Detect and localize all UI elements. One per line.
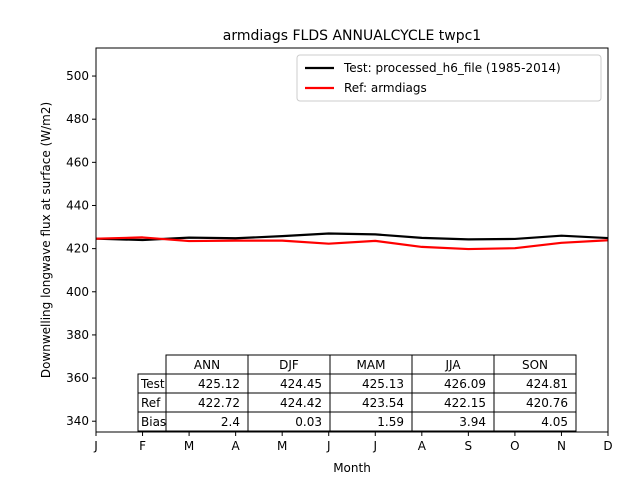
table-cell-value: 425.12 [198, 377, 240, 391]
series-line-test [95, 232, 609, 242]
y-tick-label: 420 [66, 242, 89, 256]
y-tick-label: 400 [66, 285, 89, 299]
table-row-label: Ref [141, 396, 161, 410]
y-tick-label: 380 [66, 328, 89, 342]
x-tick-label: M [184, 439, 194, 453]
table-cell-value: 2.4 [221, 415, 240, 429]
y-tick-label: 480 [66, 112, 89, 126]
legend-label-ref: Ref: armdiags [344, 81, 427, 95]
table-header-text: ANN [194, 358, 220, 372]
table-row-label: Test [140, 377, 165, 391]
table-cell-value: 424.45 [280, 377, 322, 391]
legend: Test: processed_h6_file (1985-2014) Ref: … [296, 54, 602, 102]
x-tick-label: J [372, 439, 377, 453]
table-cell-value: 425.13 [362, 377, 404, 391]
x-tick-label: D [603, 439, 612, 453]
table-cell-value: 420.76 [526, 396, 568, 410]
y-tick-label: 460 [66, 155, 89, 169]
y-tick-label: 360 [66, 371, 89, 385]
table-cell [493, 411, 577, 432]
stats-table: ANN DJF MAM JJA SON Test 425.12 424.45 425.13 426… [137, 354, 577, 432]
table-cell-value: 422.72 [198, 396, 240, 410]
x-tick-label: J [326, 439, 331, 453]
chart-title: armdiags FLDS ANNUALCYCLE twpc1 [223, 28, 481, 44]
table-cell-value: 1.59 [377, 415, 404, 429]
table-header-text: DJF [279, 358, 299, 372]
x-tick-label: J [93, 439, 98, 453]
table-cell-value: 422.15 [444, 396, 486, 410]
y-axis: 340 360 380 400 420 440 460 480 500 [66, 69, 96, 428]
legend-box [296, 54, 602, 102]
table-cell-value: 424.42 [280, 396, 322, 410]
x-tick-label: F [139, 439, 146, 453]
y-tick-label: 500 [66, 69, 89, 83]
x-tick-label: A [232, 439, 241, 453]
table-header-text: SON [522, 358, 548, 372]
y-tick-label: 440 [66, 198, 89, 212]
table-cell-value: 4.05 [541, 415, 568, 429]
table-cell-value: 424.81 [526, 377, 568, 391]
table-cell-value: 3.94 [459, 415, 486, 429]
table-header-text: JJA [444, 358, 461, 372]
x-tick-label: M [277, 439, 287, 453]
table-cell-value: 0.03 [295, 415, 322, 429]
table-header-text: MAM [357, 358, 386, 372]
x-tick-label: O [510, 439, 519, 453]
x-axis-label: Month [333, 461, 371, 475]
x-tick-label: N [557, 439, 566, 453]
legend-label-test: Test: processed_h6_file (1985-2014) [343, 61, 561, 75]
series-layer [95, 232, 609, 251]
table-row-label: Bias [141, 415, 166, 429]
y-axis-label: Downwelling longwave flux at surface (W/… [39, 102, 53, 378]
x-tick-label: A [418, 439, 427, 453]
x-tick-label: S [465, 439, 473, 453]
table-cell-value: 426.09 [444, 377, 486, 391]
plot-frame [95, 47, 609, 433]
y-tick-label: 340 [66, 414, 89, 428]
series-line-ref [95, 236, 609, 251]
table-cell-value: 423.54 [362, 396, 404, 410]
